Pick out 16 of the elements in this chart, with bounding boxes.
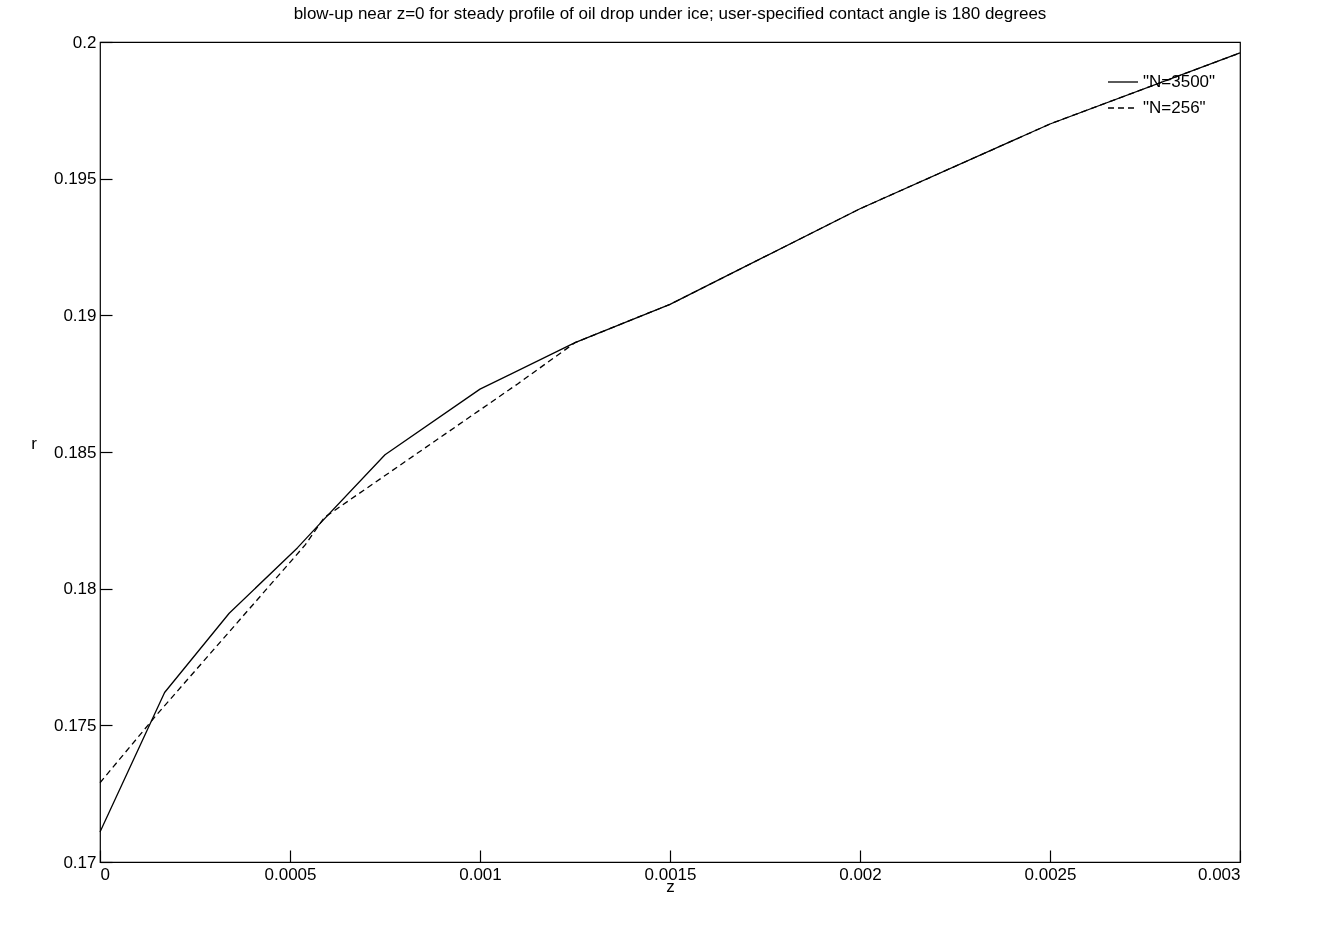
y-tick-label: 0.17 (63, 852, 97, 872)
x-tick-label: 0.0025 (1024, 864, 1077, 884)
legend-label: "N=256" (1143, 98, 1206, 117)
x-tick-label: 0.0005 (264, 864, 317, 884)
y-tick-label: 0.195 (53, 169, 97, 189)
y-tick-label: 0.185 (53, 442, 97, 462)
y-tick-label: 0.2 (72, 32, 97, 52)
y-axis-title: r (31, 433, 38, 453)
y-tick-label: 0.175 (53, 715, 97, 735)
x-tick-label: 0 (100, 864, 110, 884)
x-tick-label: 0.003 (1197, 864, 1241, 884)
y-tick-label: 0.18 (63, 579, 97, 599)
x-tick-label: 0.002 (839, 864, 882, 884)
x-tick-label: 0.001 (459, 864, 502, 884)
y-tick-label: 0.19 (63, 305, 97, 325)
chart-title: blow-up near z=0 for steady profile of oil drop under ice; user-specified contact angle is 180 degrees (293, 4, 1047, 23)
